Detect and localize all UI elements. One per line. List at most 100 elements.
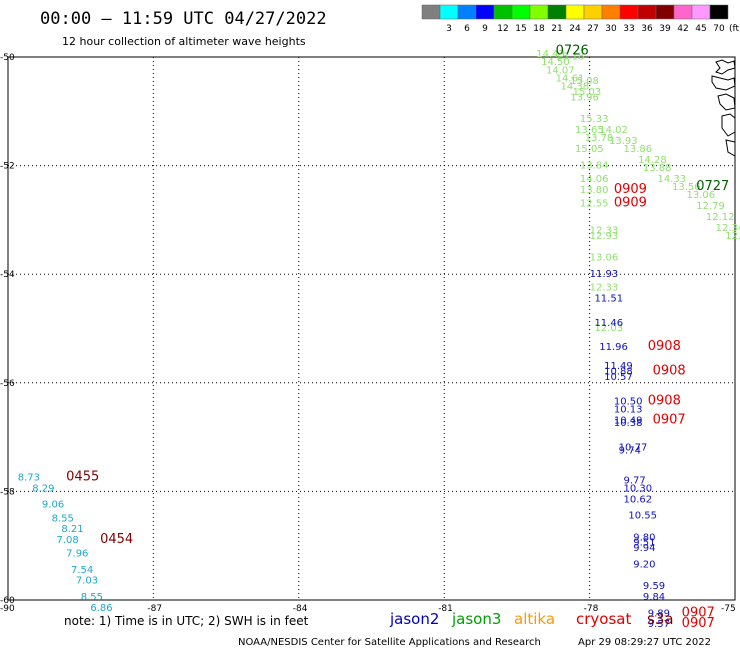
data-point-label: 14.06 — [580, 174, 609, 185]
data-point-label: 13.78 — [585, 133, 614, 144]
scale-swatch — [691, 4, 711, 20]
scale-swatch — [493, 4, 513, 20]
legend-jason3: jason3 — [451, 610, 501, 628]
coastline-shape — [715, 59, 736, 75]
data-point-label: 10.13 — [614, 405, 643, 416]
data-point-label: 13.88 — [643, 163, 672, 174]
scale-label: 3 — [446, 24, 452, 34]
data-point-label: 12.12 — [706, 212, 735, 223]
data-point-label: 12.33 — [590, 225, 619, 236]
pass-time-label: 0907 — [682, 616, 715, 631]
scale-swatch — [547, 4, 567, 20]
data-point-label: 14.33 — [657, 174, 686, 185]
data-point-label: 15.08 — [570, 76, 599, 87]
footer-timestamp: Apr 29 08:29:27 UTC 2022 — [578, 637, 711, 648]
data-point-label: 15.05 — [575, 144, 604, 155]
data-point-label: 9.84 — [643, 592, 665, 603]
data-point-label: 11.46 — [594, 318, 623, 329]
data-point-label: 13.06 — [590, 253, 619, 264]
scale-swatch — [439, 4, 459, 20]
data-point-label: 12.34 — [716, 223, 740, 234]
scale-swatch — [655, 4, 675, 20]
scale-swatch — [565, 4, 585, 20]
data-point-label: 10.55 — [628, 511, 657, 522]
scale-swatch — [619, 4, 639, 20]
data-point-label: 10.38 — [614, 418, 643, 429]
data-point-label: 12.79 — [696, 201, 725, 212]
y-tick-label: -54 — [0, 270, 15, 280]
data-point-label: 8.55 — [81, 592, 103, 603]
data-point-label: 13.65 — [575, 125, 604, 136]
scale-label: 36 — [641, 24, 653, 34]
scale-label: 33 — [623, 24, 634, 34]
data-point-label: 10.77 — [619, 443, 648, 454]
pass-time-label: 0908 — [648, 394, 681, 409]
satellite-legend: jason2 jason3 altika cryosat s3a — [389, 610, 674, 628]
data-point-label: 9.20 — [633, 559, 655, 570]
scale-label: 42 — [677, 24, 688, 34]
data-point-label: 13.06 — [687, 190, 716, 201]
pass-time-label: 0454 — [100, 532, 133, 547]
chart-subtitle: 12 hour collection of altimeter wave hei… — [62, 35, 306, 48]
data-point-label: 11.49 — [604, 361, 633, 372]
pass-time-label: 0909 — [614, 195, 647, 210]
pass-time-label: 0907 — [682, 605, 715, 620]
data-point-label: 12.03 — [594, 323, 623, 334]
data-point-label: 13.96 — [570, 92, 599, 103]
data-point-label: 14.38 — [561, 82, 590, 93]
scale-swatch — [583, 4, 603, 20]
scale-label: 24 — [569, 24, 581, 34]
pass-time-label: 0455 — [66, 470, 99, 485]
data-point-label: 9.06 — [42, 500, 64, 511]
data-point-label: 15.18 — [556, 52, 585, 63]
pass-time-label: 0727 — [696, 179, 729, 194]
data-point-label: 14.50 — [541, 57, 570, 68]
pass-time-labels: 0726072709090909090809080908090709070907… — [66, 43, 729, 631]
data-point-label: 13.86 — [624, 144, 653, 155]
data-point-label: 10.49 — [614, 416, 643, 427]
data-point-label: 8.73 — [18, 473, 40, 484]
data-point-label: 6.86 — [90, 603, 112, 614]
data-point-label: 14.02 — [599, 125, 628, 136]
data-point-label: 7.54 — [71, 565, 93, 576]
data-point-label: 7.08 — [56, 535, 78, 546]
x-tick-label: -87 — [147, 604, 162, 614]
data-point-label: 13.84 — [580, 160, 609, 171]
scale-label: 39 — [659, 24, 671, 34]
pass-time-label: 0907 — [653, 413, 686, 428]
coastline — [711, 59, 736, 157]
coastline-shape — [717, 93, 736, 111]
scale-swatch — [637, 4, 657, 20]
data-point-label: 13.56 — [672, 182, 701, 193]
x-tick-label: -81 — [438, 604, 453, 614]
coastline-shape — [711, 75, 736, 91]
data-point-label: 8.29 — [32, 483, 54, 494]
scale-swatch — [457, 4, 477, 20]
data-point-label: 10.57 — [604, 372, 633, 383]
y-tick-label: -52 — [0, 162, 15, 172]
data-point-label: 13.93 — [609, 136, 638, 147]
scale-swatch — [673, 4, 693, 20]
data-point-label: 14.43 — [536, 49, 565, 60]
scale-label: 27 — [587, 24, 598, 34]
footer-credit: NOAA/NESDIS Center for Satellite Applica… — [238, 637, 541, 648]
scale-unit: (ft) — [729, 24, 740, 34]
data-point-label: 12.93 — [590, 231, 619, 242]
y-tick-label: -58 — [0, 487, 15, 497]
scale-swatch — [511, 4, 531, 20]
data-point-label: 10.50 — [614, 397, 643, 408]
data-point-label: 10.62 — [624, 494, 653, 505]
data-point-label: 9.59 — [643, 581, 665, 592]
x-tick-label: -78 — [584, 604, 599, 614]
data-point-label: 11.51 — [594, 293, 623, 304]
data-point-label: 9.94 — [633, 543, 655, 554]
scale-swatch — [475, 4, 495, 20]
data-point-label: 9.51 — [633, 538, 655, 549]
data-point-label: 15.03 — [573, 87, 602, 98]
x-tick-label: -90 — [0, 604, 15, 614]
scale-label: 15 — [515, 24, 526, 34]
data-point-label: 10.88 — [604, 367, 633, 378]
